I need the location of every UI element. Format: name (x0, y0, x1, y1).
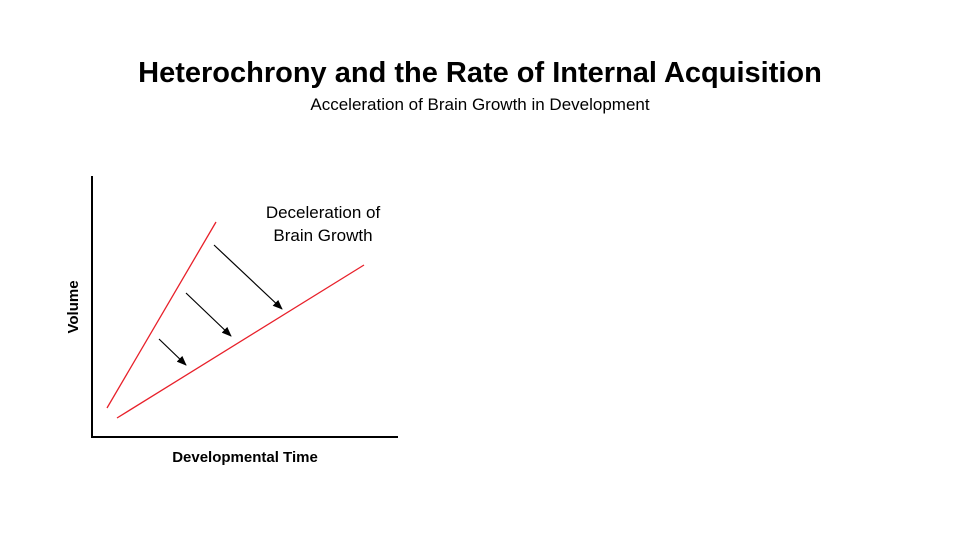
deceleration-arrow-medium (185, 292, 232, 337)
y-axis-label: Volume (65, 280, 82, 333)
deceleration-arrow-small (158, 338, 187, 366)
decelerated-growth-line (116, 264, 365, 419)
x-axis-label: Developmental Time (172, 449, 318, 466)
annotation-line-2: Brain Growth (273, 226, 372, 245)
slide-title: Heterochrony and the Rate of Internal Ac… (138, 57, 822, 89)
accelerated-growth-line (106, 221, 217, 409)
slide-subtitle: Acceleration of Brain Growth in Developm… (310, 95, 650, 114)
deceleration-arrow-large (213, 244, 283, 310)
annotation-line-1: Deceleration of (266, 203, 381, 222)
